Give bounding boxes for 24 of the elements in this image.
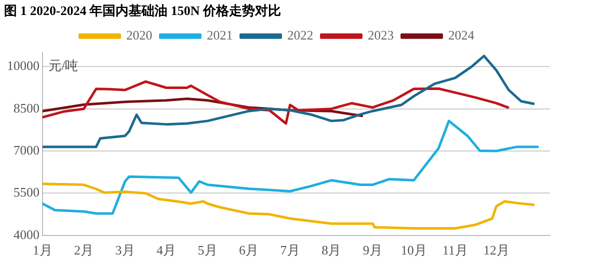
y-tick-label: 4000 <box>14 226 40 242</box>
x-tick-label: 1月 <box>32 242 52 258</box>
chart-title: 图 1 2020-2024 年国内基础油 150N 价格走势对比 <box>4 3 281 18</box>
x-tick-label: 9月 <box>362 242 382 258</box>
legend-label: 2020 <box>126 28 152 43</box>
x-tick-label: 11月 <box>442 242 468 258</box>
x-tick-label: 5月 <box>198 242 218 258</box>
x-tick-label: 8月 <box>322 242 342 258</box>
legend-label: 2021 <box>206 28 233 43</box>
x-tick-label: 6月 <box>239 242 259 258</box>
legend-label: 2024 <box>448 28 475 43</box>
y-tick-label: 8500 <box>14 100 40 116</box>
y-tick-label: 10000 <box>7 58 40 74</box>
x-tick-label: 4月 <box>156 242 176 258</box>
x-tick-label: 10月 <box>400 242 427 258</box>
x-tick-label: 2月 <box>74 242 94 258</box>
x-tick-label: 12月 <box>483 242 510 258</box>
legend-label: 2022 <box>287 28 314 43</box>
x-tick-label: 7月 <box>280 242 300 258</box>
x-tick-label: 3月 <box>115 242 135 258</box>
y-axis-title: 元/吨 <box>48 58 78 74</box>
legend-label: 2023 <box>368 28 394 43</box>
y-tick-label: 5500 <box>14 184 40 200</box>
y-tick-label: 7000 <box>14 142 40 158</box>
